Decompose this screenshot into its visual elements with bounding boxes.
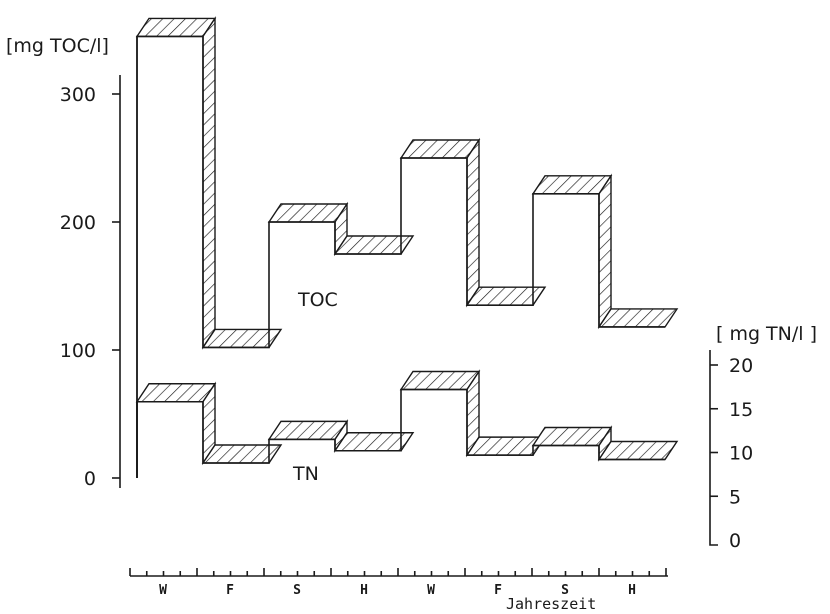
right-tick-label: 0 bbox=[729, 530, 741, 552]
x-axis-label: Jahreszeit bbox=[506, 595, 596, 613]
right-tick-label: 5 bbox=[729, 486, 741, 508]
toc-step-face bbox=[531, 175, 613, 195]
left-tick-label: 300 bbox=[60, 84, 96, 106]
toc-front-edge bbox=[136, 35, 665, 478]
tn-step-face bbox=[597, 440, 679, 461]
series-tn bbox=[135, 369, 679, 478]
right-tick-label: 10 bbox=[729, 443, 753, 465]
series-toc bbox=[135, 16, 679, 478]
tn-step-face bbox=[399, 370, 481, 391]
tn-step-face bbox=[531, 426, 613, 447]
series-label-tn: TN bbox=[292, 463, 319, 485]
x-category-label: S bbox=[293, 583, 301, 598]
x-category-label: F bbox=[494, 583, 502, 598]
tn-step-face bbox=[135, 383, 217, 403]
left-tick-label: 100 bbox=[60, 340, 96, 362]
right-axis-line bbox=[709, 350, 718, 546]
toc-step-face bbox=[135, 17, 217, 38]
right-tick-label: 20 bbox=[729, 355, 753, 377]
x-category-label: F bbox=[226, 583, 234, 598]
toc-riser-face bbox=[466, 137, 480, 308]
toc-step-face bbox=[597, 308, 679, 328]
right-axis-unit: [ mg TN/l ] bbox=[716, 323, 817, 345]
series-label-toc: TOC bbox=[297, 289, 338, 311]
tn-front-edge bbox=[136, 388, 665, 478]
toc-riser-face bbox=[598, 173, 612, 330]
x-category-label: W bbox=[159, 583, 167, 598]
x-category-label: W bbox=[427, 583, 435, 598]
toc-step-face bbox=[399, 139, 481, 159]
x-category-label: H bbox=[360, 583, 368, 598]
left-tick-label: 200 bbox=[60, 212, 96, 234]
left-axis-unit: [mg TOC/l] bbox=[6, 35, 109, 57]
toc-riser-face bbox=[202, 16, 216, 350]
left-tick-label: 0 bbox=[84, 468, 96, 490]
x-category-label: S bbox=[561, 583, 569, 598]
toc-step-face bbox=[267, 203, 349, 223]
x-category-label: H bbox=[628, 583, 636, 598]
tn-step-face bbox=[267, 420, 349, 441]
right-tick-label: 15 bbox=[729, 399, 753, 421]
